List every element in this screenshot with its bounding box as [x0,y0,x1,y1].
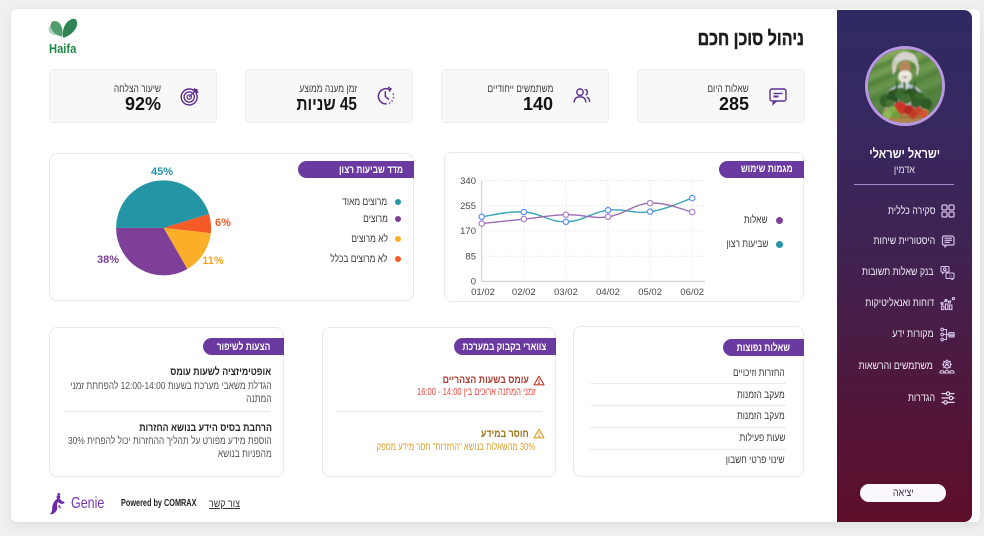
svg-text:04/02: 04/02 [596,287,620,298]
svg-text:340: 340 [460,176,476,187]
svg-text:0: 0 [471,277,476,288]
svg-text:03/02: 03/02 [554,287,578,298]
svg-text:38%: 38% [97,254,119,266]
svg-text:255: 255 [460,201,476,212]
svg-text:6%: 6% [215,217,231,229]
svg-text:02/02: 02/02 [512,287,536,298]
svg-text:05/02: 05/02 [638,287,662,298]
svg-text:A: A [949,273,953,278]
svg-text:85: 85 [465,252,476,263]
svg-text:06/02: 06/02 [680,287,704,298]
svg-text:01/02: 01/02 [471,287,495,298]
svg-text:11%: 11% [202,255,224,267]
svg-text:170: 170 [460,226,476,237]
svg-text:45%: 45% [151,166,173,178]
